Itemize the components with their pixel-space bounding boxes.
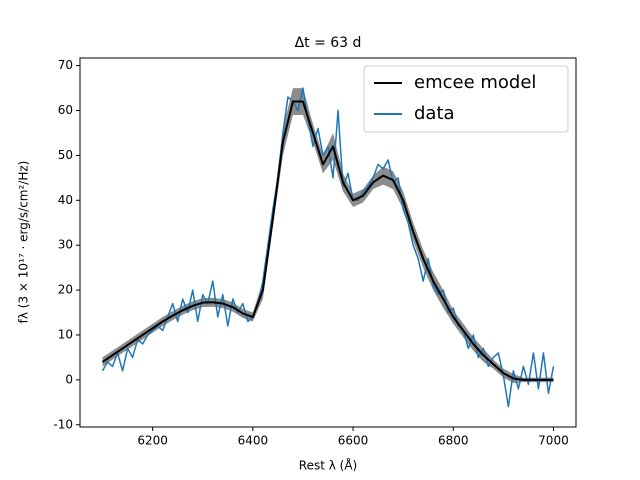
x-tick-label: 6800 <box>438 434 469 448</box>
legend-label: data <box>414 103 455 124</box>
y-tick-label: 70 <box>58 58 73 72</box>
y-tick-label: 30 <box>58 238 73 252</box>
x-tick-label: 6200 <box>137 434 168 448</box>
series-line <box>101 87 555 408</box>
x-axis-label: Rest λ (Å) <box>299 458 357 473</box>
y-tick-label: 60 <box>58 103 73 117</box>
y-tick-label: -10 <box>53 417 73 431</box>
x-tick-label: 6600 <box>338 434 369 448</box>
legend-label: emcee model <box>414 72 536 93</box>
series-line <box>101 100 554 381</box>
y-axis-label: fλ (3 × 10¹⁷ · erg/s/cm²/Hz) <box>17 161 31 324</box>
y-tick-label: 40 <box>58 193 73 207</box>
y-tick-label: 0 <box>65 372 73 386</box>
x-tick-label: 6400 <box>238 434 269 448</box>
y-tick-label: 20 <box>58 283 73 297</box>
x-tick-label: 7000 <box>538 434 569 448</box>
y-tick-label: 10 <box>58 327 73 341</box>
y-tick-label: 50 <box>58 148 73 162</box>
plot-frame <box>79 57 577 428</box>
chart-title: Δt = 63 d <box>295 35 362 51</box>
legend-box <box>363 65 569 133</box>
